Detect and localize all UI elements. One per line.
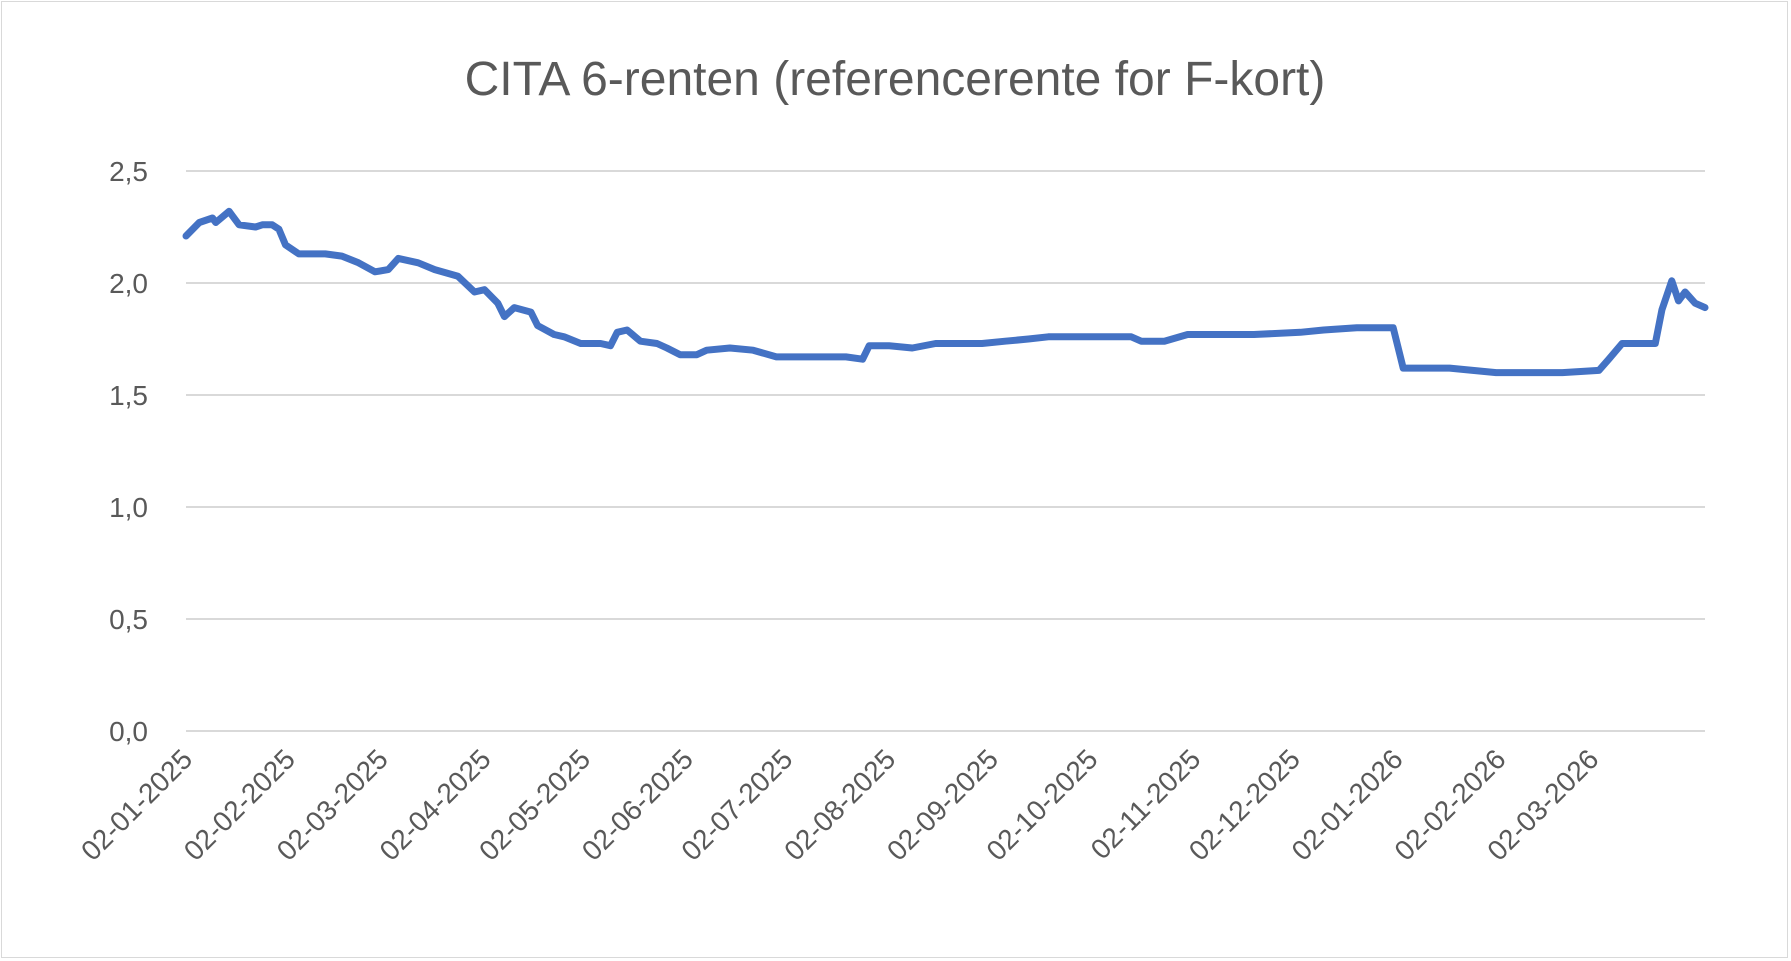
y-tick-label: 1,5: [109, 380, 148, 411]
y-tick-label: 0,0: [109, 716, 148, 747]
y-tick-label: 2,5: [109, 156, 148, 187]
y-tick-label: 2,0: [109, 268, 148, 299]
x-tick-label: 02-08-2025: [778, 743, 901, 866]
y-tick-label: 0,5: [109, 604, 148, 635]
chart-title: CITA 6-renten (referencerente for F-kort…: [465, 53, 1326, 106]
x-tick-label: 02-01-2025: [75, 743, 198, 866]
x-tick-label: 02-01-2026: [1286, 743, 1409, 866]
y-tick-label: 1,0: [109, 492, 148, 523]
series-line-cita-6: [182, 207, 1709, 377]
